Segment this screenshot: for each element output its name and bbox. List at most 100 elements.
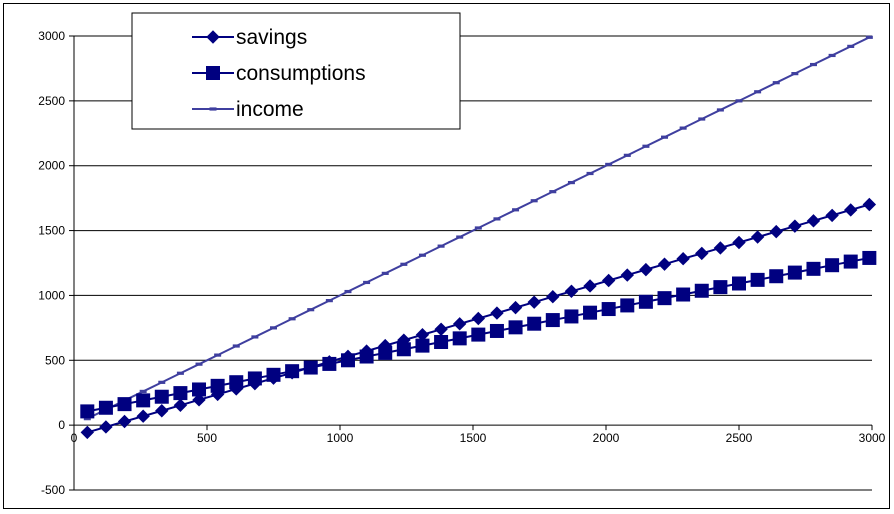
savings-point <box>415 328 430 342</box>
line-chart: -500 0 500 1000 1500 2000 2500 3000 0 500 1000 1500… <box>38 12 886 497</box>
consumptions-point <box>136 393 151 408</box>
legend: savings consumptions income <box>131 12 461 130</box>
savings-point <box>788 219 802 233</box>
income-point <box>307 308 315 312</box>
savings-point <box>80 425 95 440</box>
savings-point <box>155 404 169 418</box>
savings-point <box>341 349 355 364</box>
consumptions-point <box>117 397 132 412</box>
savings-point <box>806 214 821 228</box>
consumptions-point <box>471 327 486 342</box>
savings-point <box>266 371 281 385</box>
x-tick-label: 0 <box>71 431 78 445</box>
income-point <box>847 44 855 48</box>
consumptions-point <box>564 309 579 324</box>
income-point <box>791 72 799 76</box>
income-point <box>605 162 613 167</box>
consumptions-point <box>98 400 113 415</box>
series-income <box>83 35 873 421</box>
savings-point <box>136 409 150 423</box>
consumptions-point <box>769 269 784 284</box>
savings-point <box>769 224 783 239</box>
savings-point <box>825 208 839 223</box>
consumptions-point <box>434 334 449 349</box>
x-tick-label: 500 <box>197 431 217 445</box>
income-point <box>344 289 352 294</box>
savings-point <box>639 262 653 277</box>
savings-point <box>359 344 374 358</box>
consumptions-point <box>638 294 653 309</box>
income-point <box>195 362 203 366</box>
income-point <box>363 280 371 285</box>
consumptions-point <box>806 261 821 276</box>
savings-point <box>564 284 579 298</box>
income-point <box>83 417 91 421</box>
savings-point <box>378 338 392 353</box>
y-tick-label: 2000 <box>38 159 65 173</box>
savings-point <box>192 393 206 407</box>
consumptions-point <box>583 305 598 320</box>
income-point <box>400 262 408 266</box>
savings-point <box>657 257 672 271</box>
savings-point <box>452 317 467 331</box>
income-point <box>176 371 184 375</box>
income-point <box>716 108 724 112</box>
series-consumptions <box>80 250 877 419</box>
savings-point <box>397 333 411 347</box>
income-point <box>381 271 389 275</box>
y-tick-label: 2500 <box>38 94 65 108</box>
savings-point <box>732 235 746 250</box>
income-point <box>288 317 296 321</box>
legend-marker-consumptions <box>206 66 220 80</box>
income-point <box>437 244 445 248</box>
consumptions-point <box>508 320 523 335</box>
consumptions-point <box>80 404 95 419</box>
consumptions-point <box>601 302 616 317</box>
income-point <box>772 81 780 85</box>
x-tick-label: 1000 <box>327 431 354 445</box>
income-point <box>679 126 687 130</box>
consumptions-point <box>154 389 169 404</box>
y-tick-label: 1500 <box>38 224 65 238</box>
savings-point <box>248 376 262 391</box>
income-point <box>251 335 259 339</box>
savings-point <box>862 197 877 212</box>
income-point <box>698 117 706 121</box>
consumptions-point <box>732 276 746 291</box>
consumptions-point <box>489 323 504 338</box>
consumptions-point <box>173 386 188 401</box>
income-point <box>735 99 743 103</box>
y-tick-label: 500 <box>45 353 65 367</box>
consumptions-point <box>527 316 542 331</box>
savings-point <box>285 366 299 380</box>
savings-point <box>322 355 337 369</box>
savings-point <box>99 420 113 434</box>
savings-point <box>546 290 560 304</box>
x-tick-label: 3000 <box>859 431 886 445</box>
x-tick-label: 2500 <box>726 431 753 445</box>
savings-point <box>508 300 523 315</box>
legend-label-savings: savings <box>236 26 307 49</box>
income-point <box>493 217 501 221</box>
consumptions-point <box>657 291 672 306</box>
chart-frame: -500 0 500 1000 1500 2000 2500 3000 0 500 1000 1500… <box>3 3 890 509</box>
savings-point <box>117 414 132 429</box>
income-point <box>139 389 147 394</box>
y-tick-label: 3000 <box>38 29 65 43</box>
income-point <box>809 62 817 67</box>
consumptions-point <box>713 280 728 295</box>
savings-point <box>471 311 486 326</box>
legend-box <box>131 12 461 130</box>
income-point <box>865 35 873 39</box>
y-tick-label: 1000 <box>38 288 65 302</box>
income-point <box>325 299 333 303</box>
savings-point <box>676 252 690 266</box>
consumptions-point <box>787 265 802 280</box>
savings-point <box>583 279 597 293</box>
legend-marker-income <box>209 107 217 111</box>
savings-point <box>695 246 709 261</box>
consumptions-point <box>750 272 765 287</box>
legend-marker-savings <box>206 30 220 44</box>
series-savings <box>80 197 877 440</box>
legend-label-consumptions: consumptions <box>236 62 366 85</box>
